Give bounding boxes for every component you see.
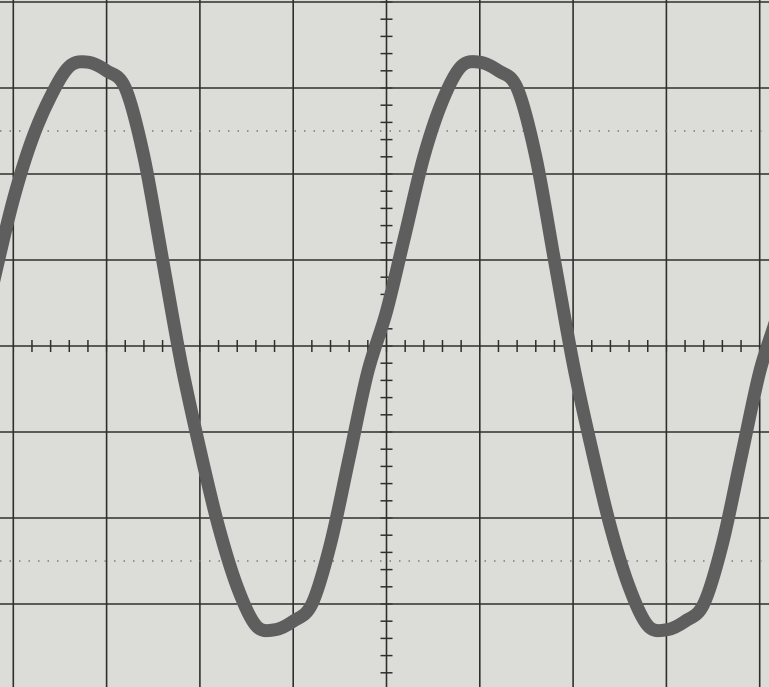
waveform-trace bbox=[0, 55, 769, 638]
graticule-center-ticks bbox=[12, 1, 761, 674]
